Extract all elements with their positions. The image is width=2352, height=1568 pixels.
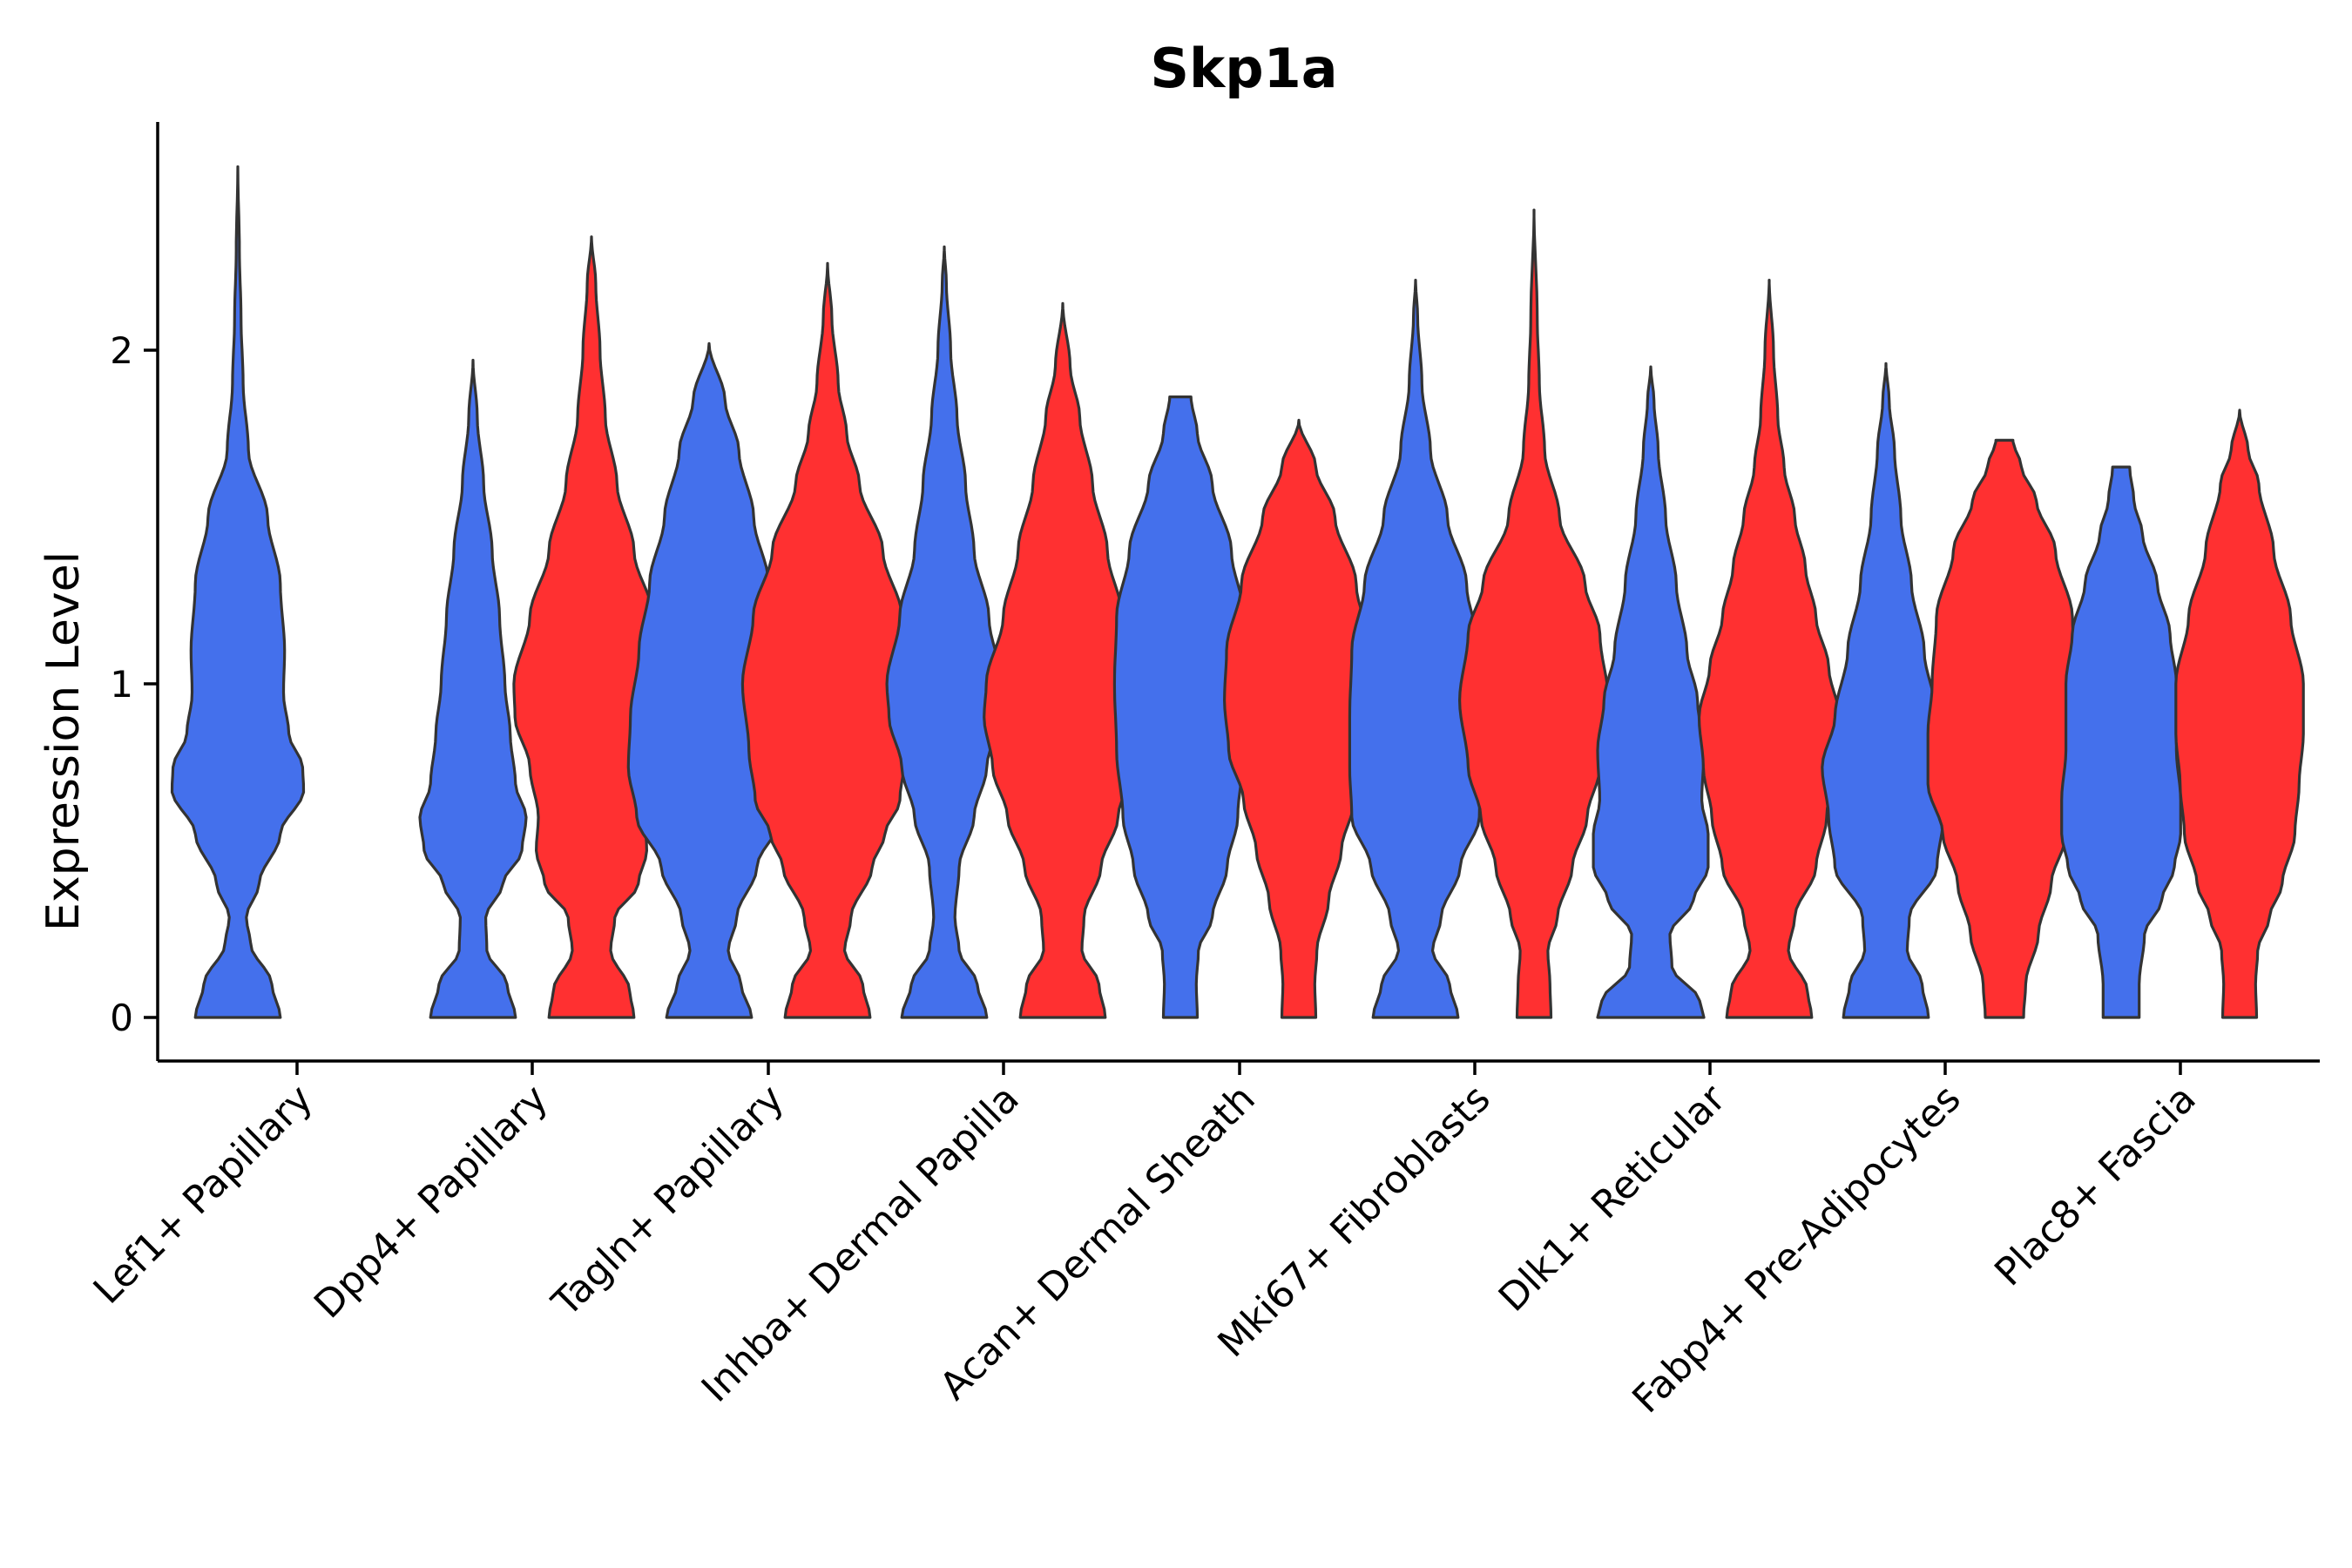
x-tick-label: Tagln+ Papillary xyxy=(544,1077,793,1326)
violin-5-group-1 xyxy=(1112,395,1248,1019)
y-tick-label: 1 xyxy=(110,663,133,706)
x-tick-label: Mki67+ Fibroblasts xyxy=(1209,1077,1498,1366)
violin-4-group-1 xyxy=(885,245,1004,1019)
violin-layer xyxy=(170,165,2305,1019)
x-tick-label: Lef1+ Papillary xyxy=(85,1077,321,1313)
violin-1-group-1 xyxy=(170,165,306,1019)
x-tick-label: Dpp4+ Papillary xyxy=(306,1077,557,1328)
violin-9-group-1 xyxy=(2060,465,2182,1019)
x-tick-label: Dlk1+ Reticular xyxy=(1490,1076,1735,1321)
violin-8-group-2 xyxy=(1926,438,2083,1019)
violin-5-group-2 xyxy=(1223,418,1375,1019)
x-tick-label: Plac8+ Fascia xyxy=(1986,1077,2205,1295)
y-axis-label: Expression Level xyxy=(37,551,90,931)
chart-title: Skp1a xyxy=(1150,37,1337,100)
violin-3-group-2 xyxy=(740,261,915,1019)
violin-7-group-1 xyxy=(1592,365,1710,1019)
y-tick-label: 0 xyxy=(110,997,133,1039)
violin-6-group-2 xyxy=(1458,208,1610,1019)
violin-7-group-2 xyxy=(1697,279,1842,1019)
violin-6-group-1 xyxy=(1348,279,1484,1019)
violin-2-group-1 xyxy=(418,358,528,1019)
violin-9-group-2 xyxy=(2174,409,2305,1019)
y-tick-label: 2 xyxy=(110,329,133,372)
